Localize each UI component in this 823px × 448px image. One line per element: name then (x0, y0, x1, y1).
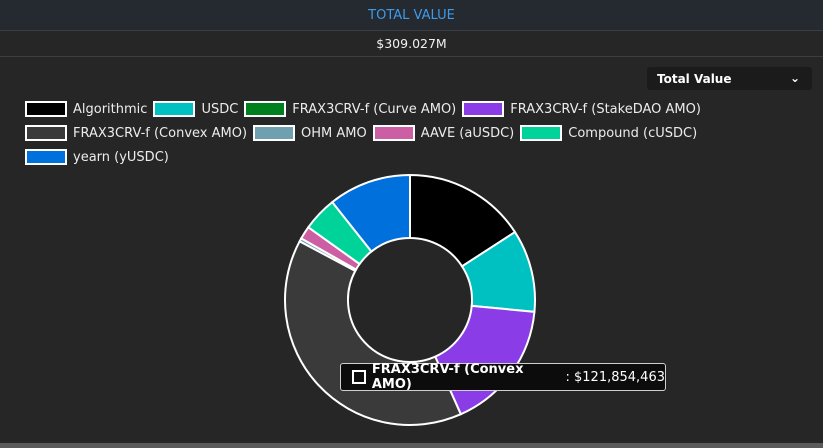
legend-swatch (253, 125, 296, 141)
chart-legend: Algorithmic USDC FRAX3CRV-f (Curve AMO) FRA… (25, 97, 785, 169)
panel-title: TOTAL VALUE (368, 7, 455, 23)
legend-label: Algorithmic (73, 101, 148, 117)
total-value: $309.027M (0, 31, 823, 57)
legend-swatch (153, 101, 196, 117)
legend-swatch (520, 125, 563, 141)
legend-item[interactable]: Compound (cUSDC) (520, 121, 697, 145)
metric-select-value: Total Value (657, 71, 732, 86)
legend-swatch (372, 125, 415, 141)
legend-label: AAVE (aUSDC) (420, 125, 515, 141)
legend-item[interactable]: Algorithmic (25, 97, 147, 121)
legend-label: Compound (cUSDC) (568, 125, 698, 141)
legend-swatch (25, 149, 67, 165)
legend-item[interactable]: FRAX3CRV-f (StakeDAO AMO) (462, 97, 701, 121)
legend-swatch (25, 125, 67, 141)
panel-header: TOTAL VALUE (0, 0, 823, 31)
legend-item[interactable]: AAVE (aUSDC) (372, 121, 515, 145)
tooltip-colon: : (565, 369, 575, 385)
total-value-text: $309.027M (376, 36, 447, 51)
legend-item[interactable]: FRAX3CRV-f (Convex AMO) (25, 121, 247, 145)
legend-item[interactable]: FRAX3CRV-f (Curve AMO) (244, 97, 456, 121)
legend-swatch (244, 101, 287, 117)
donut-slice[interactable] (284, 239, 463, 426)
legend-label: FRAX3CRV-f (StakeDAO AMO) (510, 101, 701, 117)
legend-label: yearn (yUSDC) (73, 149, 169, 165)
legend-label: FRAX3CRV-f (Convex AMO) (73, 125, 248, 141)
chevron-down-icon: ⌄ (789, 71, 800, 85)
chart-tooltip: FRAX3CRV-f (Convex AMO): $121,854,463 (340, 362, 666, 392)
legend-label: FRAX3CRV-f (Curve AMO) (292, 101, 457, 117)
legend-label: OHM AMO (301, 125, 367, 141)
legend-item[interactable]: OHM AMO (253, 121, 367, 145)
legend-item[interactable]: USDC (153, 97, 238, 121)
legend-label: USDC (201, 101, 239, 117)
metric-select[interactable]: Total Value ⌄ (647, 67, 812, 90)
tooltip-label: FRAX3CRV-f (Convex AMO) (371, 362, 524, 392)
tooltip-value: $121,854,463 (574, 369, 665, 385)
bottom-border (0, 443, 823, 448)
legend-swatch (25, 101, 67, 117)
tooltip-swatch (352, 370, 366, 384)
legend-item[interactable]: yearn (yUSDC) (25, 145, 169, 169)
donut-slice[interactable] (330, 173, 411, 253)
legend-swatch (462, 101, 505, 117)
